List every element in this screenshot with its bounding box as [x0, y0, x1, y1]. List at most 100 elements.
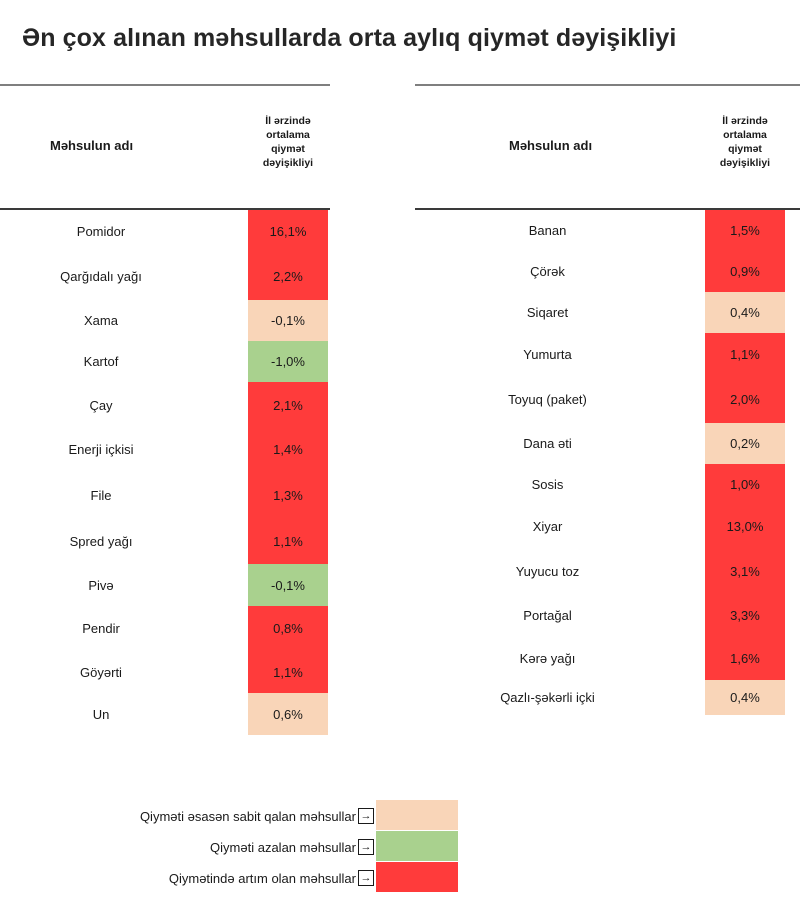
- product-name: Kartof: [83, 354, 119, 369]
- header-line: dəyişikliyi: [262, 157, 314, 169]
- table-row: Siqaret 0,4%: [415, 292, 800, 333]
- product-name: Siqaret: [526, 305, 569, 320]
- header-line: İl ərzində: [722, 115, 768, 127]
- table-row: Pivə -0,1%: [0, 564, 330, 606]
- table-row: Pomidor 16,1%: [0, 210, 330, 253]
- table-row: Enerji içkisi 1,4%: [0, 428, 330, 471]
- table-row: Kartof -1,0%: [0, 341, 330, 382]
- price-change-value: 2,1%: [248, 382, 328, 428]
- table-row: Banan 1,5%: [415, 210, 800, 251]
- table-row: Dana əti 0,2%: [415, 423, 800, 464]
- product-name: Çay: [89, 397, 113, 413]
- price-change-value: 3,1%: [705, 548, 785, 595]
- price-change-value: 2,0%: [705, 376, 785, 423]
- table-row: Sosis 1,0%: [415, 464, 800, 505]
- product-name: Portağal: [523, 608, 572, 623]
- header-line: ortalama: [723, 129, 767, 141]
- table-row: Portağal 3,3%: [415, 595, 800, 636]
- legend-label: Qiymətində artım olan məhsullar: [168, 870, 356, 886]
- left-price-table: Məhsulun adı İl ərzində ortalama qiymət …: [0, 84, 330, 735]
- price-change-value: 0,4%: [705, 292, 785, 333]
- price-change-value: 1,1%: [248, 519, 328, 564]
- price-change-value: 0,6%: [248, 693, 328, 735]
- price-change-value: -0,1%: [248, 300, 328, 341]
- price-change-value: -1,0%: [248, 341, 328, 382]
- product-name: Qazlı-şəkərli içki: [500, 690, 595, 705]
- right-price-table: Məhsulun adı İl ərzində ortalama qiymət …: [415, 84, 800, 715]
- price-change-value: 0,8%: [248, 606, 328, 651]
- price-change-value: 13,0%: [705, 505, 785, 548]
- price-change-value: -0,1%: [248, 564, 328, 606]
- product-name: Pendir: [82, 621, 120, 636]
- price-change-value: 1,1%: [248, 651, 328, 693]
- product-name-header: Məhsulun adı: [50, 138, 134, 153]
- price-change-value: 1,1%: [705, 333, 785, 376]
- price-change-value: 0,9%: [705, 251, 785, 292]
- table-top-rule: [0, 84, 330, 86]
- table-body: Banan 1,5% Çörək 0,9% Siqaret 0,4% Yumurta 1,1%…: [415, 210, 800, 715]
- table-row: Çörək 0,9%: [415, 251, 800, 292]
- product-name-header: Məhsulun adı: [509, 138, 593, 153]
- arrow-icon: →: [358, 839, 374, 855]
- product-name: Sosis: [531, 477, 564, 492]
- table-row: Çay 2,1%: [0, 382, 330, 428]
- product-name: Dana əti: [523, 436, 572, 451]
- table-row: Kərə yağı 1,6%: [415, 636, 800, 680]
- price-change-value: 3,3%: [705, 595, 785, 636]
- table-row: Qarğıdalı yağı 2,2%: [0, 253, 330, 300]
- price-change-value: 0,4%: [705, 680, 785, 715]
- price-change-header: İl ərzində ortalama qiymət dəyişikliyi: [705, 114, 785, 170]
- product-name: Xama: [84, 313, 118, 328]
- header-line: qiymət: [271, 143, 305, 155]
- product-name: Çörək: [530, 264, 565, 279]
- product-name: File: [90, 487, 112, 503]
- table-row: Spred yağı 1,1%: [0, 519, 330, 564]
- price-change-value: 1,4%: [248, 428, 328, 471]
- legend-label: Qiyməti azalan məhsullar: [210, 839, 356, 855]
- page-title: Ən çox alınan məhsullarda orta aylıq qiy…: [22, 24, 677, 52]
- table-row: Qazlı-şəkərli içki 0,4%: [415, 680, 800, 715]
- product-name: Xiyar: [532, 519, 563, 534]
- product-name: Un: [92, 706, 110, 722]
- price-change-value: 2,2%: [248, 253, 328, 300]
- product-name: Spred yağı: [69, 534, 133, 549]
- product-name: Banan: [528, 223, 567, 238]
- price-change-value: 1,5%: [705, 210, 785, 251]
- header-line: ortalama: [266, 129, 310, 141]
- table-row: Pendir 0,8%: [0, 606, 330, 651]
- product-name: Toyuq (paket): [508, 392, 587, 407]
- price-change-value: 1,0%: [705, 464, 785, 505]
- product-name: Kərə yağı: [519, 650, 576, 666]
- table-row: Xiyar 13,0%: [415, 505, 800, 548]
- table-top-rule: [415, 84, 800, 86]
- table-body: Pomidor 16,1% Qarğıdalı yağı 2,2% Xama -0,1% K…: [0, 210, 330, 735]
- product-name: Yuyucu toz: [515, 564, 580, 579]
- price-change-header: İl ərzində ortalama qiymət dəyişikliyi: [248, 114, 328, 170]
- legend-swatch: [376, 831, 458, 861]
- table-row: File 1,3%: [0, 471, 330, 519]
- product-name: Pomidor: [76, 224, 126, 239]
- table-row: Xama -0,1%: [0, 300, 330, 341]
- table-row: Un 0,6%: [0, 693, 330, 735]
- product-name: Göyərti: [80, 664, 122, 680]
- table-row: Yuyucu toz 3,1%: [415, 548, 800, 595]
- header-line: İl ərzində: [265, 115, 311, 127]
- price-change-value: 16,1%: [248, 210, 328, 253]
- legend-swatch: [376, 800, 458, 830]
- price-change-value: 1,3%: [248, 471, 328, 519]
- table-row: Toyuq (paket) 2,0%: [415, 376, 800, 423]
- legend-item: Qiyməti əsasən sabit qalan məhsullar →: [0, 800, 460, 832]
- product-name: Qarğıdalı yağı: [60, 269, 142, 284]
- price-change-value: 1,6%: [705, 636, 785, 680]
- product-name: Enerji içkisi: [68, 442, 134, 457]
- arrow-icon: →: [358, 870, 374, 886]
- legend-item: Qiyməti azalan məhsullar →: [0, 831, 460, 863]
- header-line: dəyişikliyi: [719, 157, 771, 169]
- product-name: Yumurta: [523, 347, 572, 362]
- product-name: Pivə: [88, 577, 114, 593]
- legend-item: Qiymətində artım olan məhsullar →: [0, 862, 460, 894]
- table-row: Yumurta 1,1%: [415, 333, 800, 376]
- table-header: Məhsulun adı İl ərzində ortalama qiymət …: [415, 86, 800, 210]
- legend-swatch: [376, 862, 458, 892]
- table-row: Göyərti 1,1%: [0, 651, 330, 693]
